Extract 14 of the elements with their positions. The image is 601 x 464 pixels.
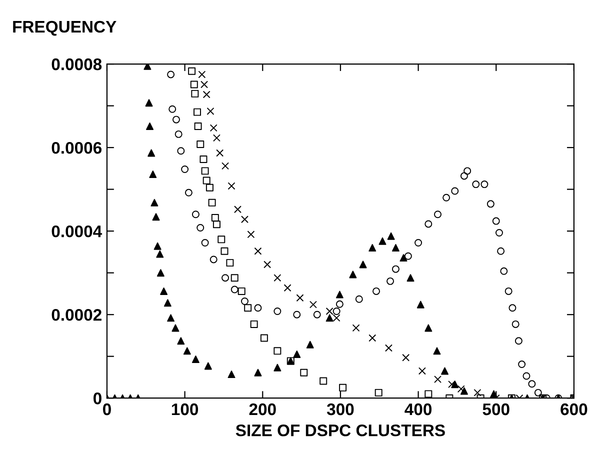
x-tick-label: 0 xyxy=(103,403,111,416)
x-tick-label: 400 xyxy=(404,403,432,416)
y-tick-label: 0.0004 xyxy=(52,225,102,238)
y-tick-label: 0.0002 xyxy=(52,308,102,321)
y-tick-label: 0.0006 xyxy=(52,142,102,154)
x-tick-label: 600 xyxy=(560,403,588,416)
y-tick-label: 0 xyxy=(94,392,102,404)
x-tick-label: 200 xyxy=(249,403,276,416)
y-tick-label: 0.0008 xyxy=(52,58,102,70)
x-tick-label: 100 xyxy=(172,403,198,416)
x-axis-title: SIZE OF DSPC CLUSTERS xyxy=(236,424,445,436)
y-axis-title: FREQUENCY xyxy=(13,20,116,36)
x-tick-label: 300 xyxy=(326,403,354,416)
x-tick-label: 500 xyxy=(482,403,510,416)
